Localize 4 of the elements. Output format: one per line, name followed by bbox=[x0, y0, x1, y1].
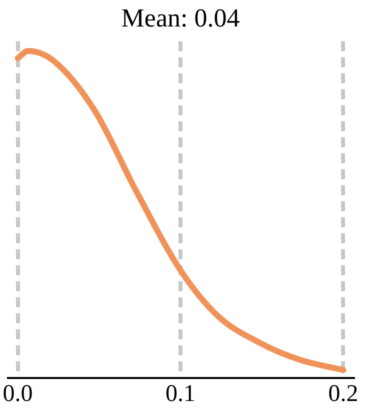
chart-title: Mean: 0.04 bbox=[121, 3, 240, 32]
x-tick-label: 0.2 bbox=[328, 380, 358, 407]
x-tick-label: 0.0 bbox=[2, 380, 33, 407]
x-tick-label: 0.1 bbox=[166, 380, 196, 407]
